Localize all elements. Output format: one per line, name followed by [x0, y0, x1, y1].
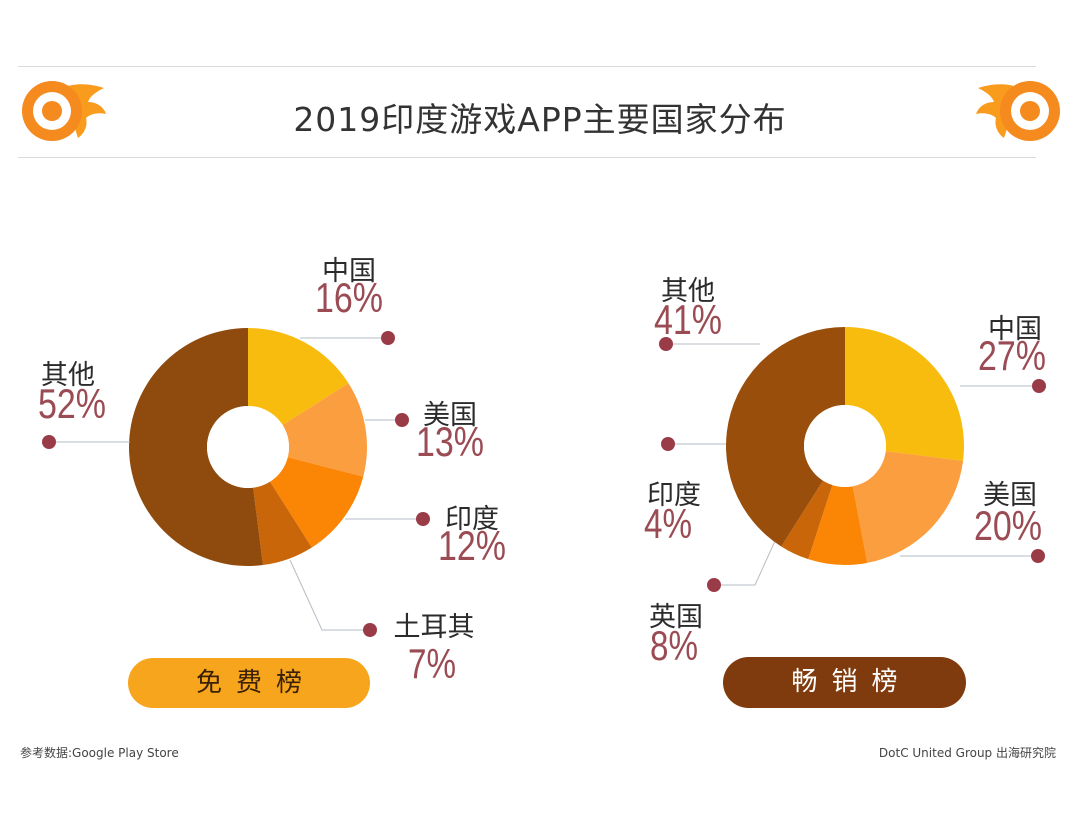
label-india: 印度: [647, 480, 701, 511]
left-brand-logo: [22, 81, 106, 141]
percent-china: 27%: [978, 332, 1046, 379]
percent-other: 41%: [654, 296, 722, 343]
marker-dot-turkey: [363, 623, 377, 637]
sales-chart-label: 畅销榜: [723, 657, 966, 708]
marker-dot-uk: [707, 578, 721, 592]
percent-turkey: 7%: [408, 640, 456, 687]
label-uk: 英国: [649, 602, 703, 633]
leader-line-turkey: [289, 559, 370, 631]
header-bottom-rule: [18, 157, 1036, 158]
marker-dot-other: [42, 435, 56, 449]
label-usa: 美国: [983, 480, 1037, 511]
label-other: 其他: [41, 360, 95, 391]
percent-usa: 13%: [416, 418, 484, 465]
slice-other: [129, 328, 263, 566]
donut-hole-2: [804, 405, 886, 487]
slice-uk: [808, 484, 868, 565]
marker-dot-china: [1032, 379, 1046, 393]
percent-usa: 20%: [974, 502, 1042, 549]
label-india: 印度: [445, 504, 499, 535]
slice-usa: [282, 383, 368, 477]
source-note: 参考数据:Google Play Store: [20, 746, 179, 760]
slice-other: [726, 327, 845, 547]
slice-china: [248, 328, 349, 426]
slice-india: [781, 480, 833, 560]
right-brand-logo: [976, 81, 1060, 141]
marker-dot-usa: [1031, 549, 1045, 563]
percent-india: 12%: [438, 522, 506, 569]
header-top-rule: [18, 66, 1036, 67]
percent-other: 52%: [38, 380, 106, 427]
percent-uk: 8%: [650, 622, 698, 669]
slice-china: [845, 327, 964, 461]
slice-usa: [852, 451, 964, 563]
marker-dot-china: [381, 331, 395, 345]
label-china: 中国: [322, 256, 376, 287]
label-usa: 美国: [423, 400, 477, 431]
label-china: 中国: [988, 314, 1042, 345]
percent-china: 16%: [315, 274, 383, 321]
slice-india: [269, 457, 364, 548]
page-title: 2019印度游戏APP主要国家分布: [293, 100, 787, 139]
leader-line-uk: [714, 529, 781, 586]
label-other: 其他: [661, 276, 715, 307]
credit-note: DotC United Group 出海研究院: [878, 746, 1056, 760]
free-chart-label: 免费榜: [128, 658, 370, 708]
marker-dot-other: [659, 337, 673, 351]
marker-dot-india: [416, 512, 430, 526]
percent-india: 4%: [644, 500, 692, 547]
marker-dot-india: [661, 437, 675, 451]
label-turkey: 土耳其: [394, 612, 475, 643]
marker-dot-usa: [395, 413, 409, 427]
slice-turkey: [253, 481, 312, 566]
donut-hole-1: [207, 406, 289, 488]
